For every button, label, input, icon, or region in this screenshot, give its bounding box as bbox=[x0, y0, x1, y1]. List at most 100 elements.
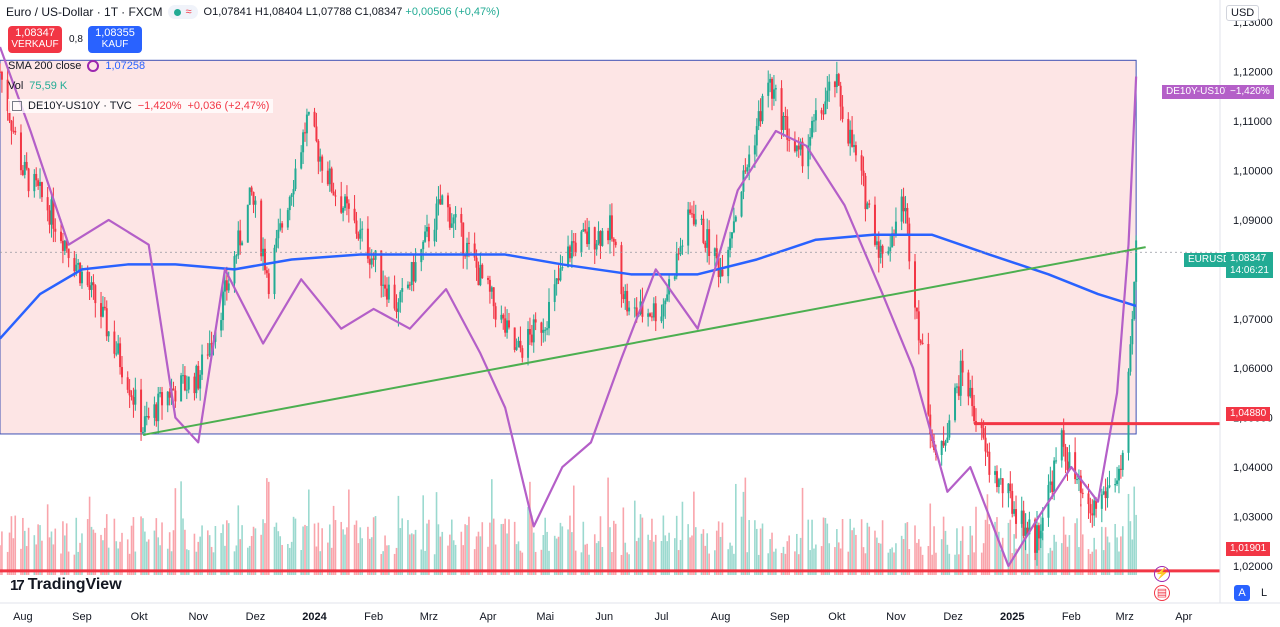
candle-body bbox=[1022, 510, 1025, 536]
candle-body bbox=[704, 242, 707, 248]
log-scale-button[interactable]: L bbox=[1260, 587, 1268, 599]
candle-body bbox=[435, 203, 438, 230]
candle-body bbox=[446, 195, 449, 208]
candle-body bbox=[801, 141, 804, 167]
volume-bar bbox=[264, 523, 266, 575]
candle-body bbox=[1104, 491, 1107, 499]
candle-body bbox=[1091, 513, 1094, 516]
candle-body bbox=[410, 262, 413, 285]
candle-body bbox=[567, 246, 570, 268]
candle-body bbox=[1041, 517, 1044, 531]
volume-bar bbox=[517, 541, 520, 575]
candle-body bbox=[553, 284, 556, 302]
volume-bar bbox=[519, 550, 522, 575]
volume-bar bbox=[691, 535, 693, 575]
candle-body bbox=[143, 416, 146, 432]
candle-body bbox=[601, 230, 604, 246]
volume-bar bbox=[235, 545, 238, 575]
volume-bar bbox=[613, 520, 615, 575]
volume-bar bbox=[199, 536, 201, 575]
time-tick-label: Okt bbox=[828, 611, 845, 623]
volume-bar bbox=[130, 525, 133, 575]
volume-bar bbox=[491, 479, 493, 575]
currency-selector[interactable]: USD bbox=[1226, 5, 1260, 21]
candle-body bbox=[393, 284, 396, 309]
volume-bar bbox=[900, 535, 903, 575]
candle-body bbox=[1114, 484, 1117, 486]
candle-body bbox=[313, 111, 316, 127]
volume-bar bbox=[956, 528, 958, 575]
sma-legend[interactable]: SMA 200 close 1,07258 bbox=[8, 60, 145, 72]
candle-body bbox=[488, 279, 491, 292]
candle-body bbox=[822, 113, 825, 115]
symbol-title[interactable]: Euro / US-Dollar · 1T · FXCM bbox=[6, 5, 163, 19]
volume-bar bbox=[986, 494, 989, 575]
volume-bar bbox=[988, 524, 991, 575]
candle-body bbox=[1079, 475, 1082, 493]
price-tick-label: 1,10000 bbox=[1233, 166, 1273, 178]
candle-body bbox=[263, 248, 266, 271]
time-tick-label: Dez bbox=[943, 611, 963, 623]
candle-body bbox=[984, 437, 987, 452]
volume-bar bbox=[113, 518, 116, 575]
candle-body bbox=[731, 232, 733, 239]
volume-bar bbox=[958, 554, 960, 575]
candle-body bbox=[147, 416, 150, 418]
volume-bar bbox=[1114, 523, 1116, 575]
volume-bar bbox=[574, 550, 577, 575]
candle-body bbox=[305, 114, 308, 134]
volume-bar bbox=[33, 535, 36, 575]
candle-body bbox=[67, 248, 70, 259]
candle-body bbox=[1076, 479, 1079, 481]
volume-bar bbox=[948, 553, 951, 575]
volume-bar bbox=[761, 523, 764, 575]
sell-button[interactable]: 1,08347 VERKAUF bbox=[8, 26, 62, 53]
tradingview-logo[interactable]: 17 TradingView bbox=[10, 576, 122, 594]
volume-bar bbox=[740, 516, 743, 575]
volume-bar bbox=[1022, 522, 1025, 575]
volume-legend[interactable]: Vol 75,59 K bbox=[8, 80, 67, 92]
price-tick-label: 1,12000 bbox=[1233, 67, 1273, 79]
lightning-icon[interactable]: ⚡ bbox=[1154, 566, 1170, 582]
de-change: +0,036 (+2,47%) bbox=[187, 100, 270, 112]
volume-bar bbox=[580, 552, 583, 575]
auto-scale-button[interactable]: A bbox=[1234, 585, 1250, 601]
time-tick-label: Jul bbox=[654, 611, 668, 623]
candle-body bbox=[967, 372, 970, 397]
candle-body bbox=[241, 242, 244, 246]
candle-body bbox=[1051, 481, 1054, 493]
volume-bar bbox=[826, 523, 829, 575]
volume-bar bbox=[544, 517, 546, 575]
candle-body bbox=[502, 314, 505, 319]
visibility-icon[interactable] bbox=[12, 101, 22, 111]
candle-body bbox=[330, 168, 333, 192]
candle-body bbox=[811, 120, 814, 137]
flag-icon[interactable]: ▤ bbox=[1154, 585, 1170, 601]
market-status-pill[interactable]: ≈ bbox=[168, 5, 198, 19]
volume-bar bbox=[367, 526, 369, 575]
volume-bar bbox=[46, 504, 49, 575]
spread-legend[interactable]: DE10Y-US10Y · TVC −1,420% +0,036 (+2,47%… bbox=[8, 99, 274, 113]
volume-bar bbox=[39, 525, 41, 575]
volume-bar bbox=[290, 541, 293, 575]
volume-bar bbox=[1009, 519, 1012, 575]
volume-bar bbox=[994, 521, 996, 575]
candle-body bbox=[635, 307, 638, 317]
time-tick-label: 2024 bbox=[302, 611, 327, 623]
candle-body bbox=[784, 115, 787, 117]
volume-bar bbox=[1093, 537, 1095, 575]
eurusd-price: 1,08347 bbox=[1230, 253, 1267, 264]
sell-label: VERKAUF bbox=[11, 39, 59, 50]
candle-body bbox=[650, 316, 653, 318]
buy-button[interactable]: 1,08355 KAUF bbox=[88, 26, 142, 53]
volume-bar bbox=[881, 520, 884, 575]
candle-body bbox=[894, 221, 897, 236]
volume-bar bbox=[796, 533, 798, 575]
volume-bar bbox=[220, 533, 222, 575]
candle-body bbox=[426, 226, 428, 232]
candle-body bbox=[277, 229, 280, 239]
time-tick-label: Apr bbox=[479, 611, 496, 623]
volume-bar bbox=[155, 518, 158, 575]
volume-bar bbox=[877, 542, 880, 575]
